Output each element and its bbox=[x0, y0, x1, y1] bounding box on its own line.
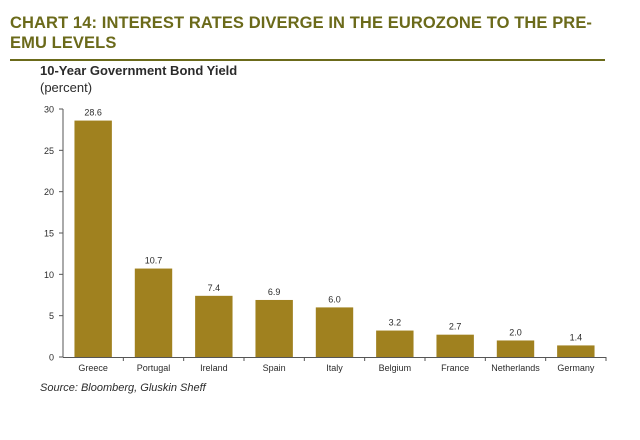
x-tick-label: Spain bbox=[263, 363, 286, 373]
y-tick-label: 0 bbox=[49, 353, 54, 363]
source-note: Source: Bloomberg, Gluskin Sheff bbox=[40, 382, 206, 394]
y-tick-label: 10 bbox=[44, 270, 54, 280]
title-divider bbox=[10, 59, 605, 61]
bar bbox=[496, 340, 535, 357]
bar bbox=[74, 120, 112, 357]
chart-title: CHART 14: INTEREST RATES DIVERGE IN THE … bbox=[10, 14, 593, 52]
x-tick-label: Netherlands bbox=[491, 363, 540, 373]
y-tick-label: 15 bbox=[44, 229, 54, 239]
data-label: 3.2 bbox=[389, 318, 402, 328]
bar bbox=[436, 334, 474, 357]
data-label: 2.7 bbox=[449, 322, 462, 332]
data-label: 28.6 bbox=[84, 108, 102, 118]
y-tick-label: 5 bbox=[49, 311, 54, 321]
bar bbox=[315, 307, 354, 357]
bar bbox=[376, 330, 414, 357]
y-tick-label: 25 bbox=[44, 146, 54, 156]
bar bbox=[195, 295, 233, 357]
x-tick-label: Belgium bbox=[379, 363, 412, 373]
bar bbox=[134, 268, 173, 357]
bar bbox=[557, 345, 595, 357]
bar bbox=[255, 299, 293, 357]
x-tick-label: France bbox=[441, 363, 469, 373]
y-tick-label: 30 bbox=[44, 105, 54, 115]
x-tick-label: Germany bbox=[557, 363, 595, 373]
data-label: 2.0 bbox=[509, 327, 522, 337]
x-tick-label: Italy bbox=[326, 363, 343, 373]
x-tick-label: Ireland bbox=[200, 363, 228, 373]
y-tick-label: 20 bbox=[44, 187, 54, 197]
unit-label: (percent) bbox=[40, 80, 93, 95]
data-label: 10.7 bbox=[145, 256, 163, 266]
chart-subtitle: 10-Year Government Bond Yield bbox=[40, 63, 238, 78]
x-tick-label: Portugal bbox=[137, 363, 171, 373]
x-tick-label: Greece bbox=[78, 363, 108, 373]
data-label: 7.4 bbox=[208, 283, 221, 293]
data-label: 6.0 bbox=[328, 294, 341, 304]
data-label: 6.9 bbox=[268, 287, 281, 297]
data-label: 1.4 bbox=[570, 332, 583, 342]
